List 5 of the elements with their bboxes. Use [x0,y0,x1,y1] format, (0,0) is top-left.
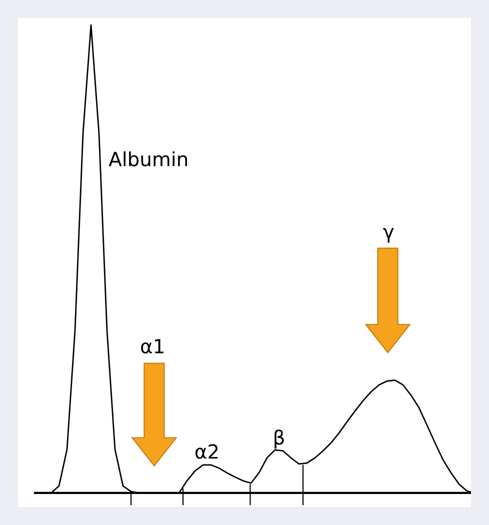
annotation: α1 [141,339,164,354]
annotation: β [274,430,284,449]
annotation: γ [383,228,394,243]
annotation: Albumin [108,151,187,166]
annotation: α2 [195,444,218,459]
